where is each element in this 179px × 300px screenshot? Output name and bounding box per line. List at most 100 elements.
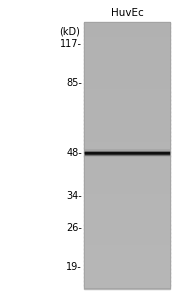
Text: 26-: 26- <box>66 224 82 233</box>
Bar <box>84 38 170 40</box>
Bar <box>84 108 170 110</box>
Bar <box>84 192 170 194</box>
Bar <box>84 240 170 242</box>
Bar <box>84 47 170 49</box>
Bar <box>84 243 170 244</box>
Bar <box>84 154 170 155</box>
Bar <box>84 123 170 125</box>
Bar <box>84 235 170 237</box>
Bar <box>84 168 170 170</box>
Bar <box>84 163 170 165</box>
Bar <box>84 46 170 48</box>
Bar <box>84 135 170 137</box>
Bar <box>84 70 170 72</box>
Bar <box>84 162 170 164</box>
Bar <box>84 54 170 56</box>
Bar <box>84 215 170 217</box>
Bar <box>84 249 170 251</box>
Bar <box>84 98 170 100</box>
Bar <box>84 51 170 53</box>
Bar <box>84 132 170 134</box>
Bar <box>84 159 170 161</box>
Bar <box>84 259 170 261</box>
Bar <box>84 219 170 221</box>
Text: 85-: 85- <box>66 78 82 88</box>
Bar <box>84 160 170 162</box>
Bar <box>84 30 170 32</box>
Text: 117-: 117- <box>60 39 82 49</box>
Bar <box>84 25 170 26</box>
Bar <box>84 278 170 279</box>
Bar <box>84 268 170 270</box>
Bar <box>84 85 170 86</box>
Bar <box>84 150 170 152</box>
Bar <box>84 34 170 36</box>
Bar <box>84 104 170 106</box>
Bar <box>84 239 170 241</box>
Bar <box>84 82 170 84</box>
Bar <box>84 33 170 35</box>
Bar <box>84 174 170 176</box>
Bar <box>84 218 170 219</box>
Bar <box>84 57 170 59</box>
Bar <box>84 169 170 172</box>
Bar <box>84 212 170 214</box>
Bar <box>84 87 170 89</box>
Bar <box>84 142 170 143</box>
Bar <box>84 78 170 80</box>
Bar <box>84 248 170 250</box>
Bar <box>84 90 170 92</box>
Bar <box>84 242 170 243</box>
Bar <box>84 176 170 178</box>
Bar <box>84 238 170 239</box>
Bar <box>84 260 170 262</box>
Bar <box>84 247 170 249</box>
Bar <box>84 224 170 226</box>
Bar <box>84 61 170 62</box>
Bar <box>84 194 170 195</box>
Bar <box>84 257 170 259</box>
Bar <box>84 230 170 231</box>
Bar <box>84 31 170 33</box>
Bar <box>84 88 170 90</box>
Bar <box>84 184 170 186</box>
Bar <box>84 22 170 24</box>
Bar <box>84 112 170 114</box>
Bar <box>84 287 170 289</box>
Text: 34-: 34- <box>66 190 82 201</box>
Bar <box>84 86 170 88</box>
Bar <box>84 76 170 78</box>
Bar <box>84 233 170 235</box>
Bar <box>84 156 170 158</box>
Bar <box>84 64 170 66</box>
Bar <box>84 55 170 57</box>
Bar <box>84 172 170 174</box>
Bar <box>84 42 170 44</box>
Bar <box>84 280 170 282</box>
Bar <box>84 220 170 222</box>
Bar <box>84 146 170 148</box>
Bar <box>84 28 170 31</box>
Bar <box>84 155 170 157</box>
Bar <box>84 35 170 37</box>
Bar <box>84 75 170 77</box>
Bar <box>84 143 170 145</box>
Bar <box>84 74 170 76</box>
Bar <box>84 100 170 102</box>
Bar <box>84 50 170 52</box>
Bar <box>84 115 170 117</box>
Bar <box>84 195 170 197</box>
Bar <box>84 180 170 182</box>
Bar <box>84 62 170 64</box>
Bar <box>84 59 170 61</box>
Bar <box>84 97 170 98</box>
Bar <box>84 221 170 223</box>
Bar <box>84 252 170 254</box>
Bar <box>84 71 170 73</box>
Bar <box>84 244 170 246</box>
Bar <box>84 119 170 121</box>
Bar <box>84 228 170 230</box>
Bar <box>84 266 170 267</box>
Bar <box>84 263 170 265</box>
Bar <box>84 275 170 277</box>
